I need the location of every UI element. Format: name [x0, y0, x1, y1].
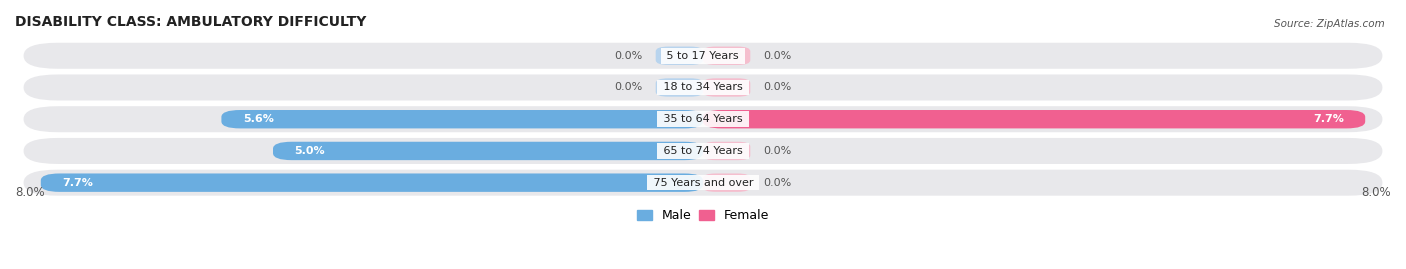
- FancyBboxPatch shape: [24, 43, 1382, 69]
- FancyBboxPatch shape: [703, 110, 1365, 128]
- Legend: Male, Female: Male, Female: [631, 204, 775, 227]
- FancyBboxPatch shape: [655, 47, 703, 65]
- Text: 7.7%: 7.7%: [62, 178, 93, 188]
- Text: 75 Years and over: 75 Years and over: [650, 178, 756, 188]
- Text: 8.0%: 8.0%: [1361, 186, 1391, 199]
- Text: 5.0%: 5.0%: [294, 146, 325, 156]
- Text: Source: ZipAtlas.com: Source: ZipAtlas.com: [1274, 19, 1385, 29]
- FancyBboxPatch shape: [221, 110, 703, 128]
- FancyBboxPatch shape: [703, 174, 751, 192]
- Text: 8.0%: 8.0%: [15, 186, 45, 199]
- Text: 35 to 64 Years: 35 to 64 Years: [659, 114, 747, 124]
- Text: 0.0%: 0.0%: [763, 178, 792, 188]
- Text: 5 to 17 Years: 5 to 17 Years: [664, 51, 742, 61]
- FancyBboxPatch shape: [41, 174, 703, 192]
- FancyBboxPatch shape: [24, 170, 1382, 196]
- FancyBboxPatch shape: [703, 78, 751, 97]
- FancyBboxPatch shape: [24, 106, 1382, 132]
- FancyBboxPatch shape: [24, 138, 1382, 164]
- Text: 7.7%: 7.7%: [1313, 114, 1344, 124]
- FancyBboxPatch shape: [273, 142, 703, 160]
- FancyBboxPatch shape: [703, 142, 751, 160]
- Text: 0.0%: 0.0%: [763, 83, 792, 93]
- FancyBboxPatch shape: [24, 75, 1382, 101]
- FancyBboxPatch shape: [655, 78, 703, 97]
- Text: 0.0%: 0.0%: [763, 146, 792, 156]
- Text: 18 to 34 Years: 18 to 34 Years: [659, 83, 747, 93]
- Text: 0.0%: 0.0%: [614, 83, 643, 93]
- Text: 0.0%: 0.0%: [614, 51, 643, 61]
- FancyBboxPatch shape: [703, 47, 751, 65]
- Text: 0.0%: 0.0%: [763, 51, 792, 61]
- Text: 5.6%: 5.6%: [243, 114, 274, 124]
- Text: 65 to 74 Years: 65 to 74 Years: [659, 146, 747, 156]
- Text: DISABILITY CLASS: AMBULATORY DIFFICULTY: DISABILITY CLASS: AMBULATORY DIFFICULTY: [15, 15, 367, 29]
